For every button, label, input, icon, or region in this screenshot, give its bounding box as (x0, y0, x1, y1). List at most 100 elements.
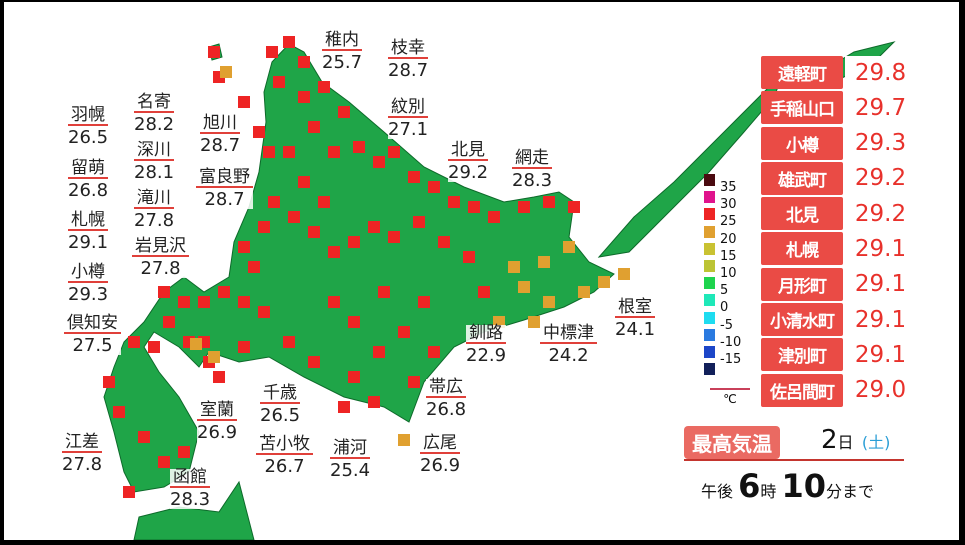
city-label: 釧路 22.9 (466, 325, 507, 365)
station-marker (208, 351, 220, 363)
ranking-name: 北見 (761, 197, 843, 231)
city-label: 滝川 27.8 (134, 190, 175, 230)
city-temp: 28.3 (512, 170, 553, 191)
station-marker (248, 261, 260, 273)
city-name: 帯広 (426, 379, 467, 398)
station-marker (448, 196, 460, 208)
city-label: 室蘭 26.9 (197, 402, 238, 443)
city-temp: 26.8 (426, 399, 467, 420)
ranking-row: 雄武町 29.2 (761, 161, 916, 195)
minute: 10 (781, 467, 827, 505)
city-temp: 26.5 (68, 127, 109, 148)
station-marker (328, 246, 340, 258)
ranking-row: 佐呂間町 29.0 (761, 373, 916, 407)
city-name: 滝川 (134, 190, 175, 209)
station-marker (368, 396, 380, 408)
legend-swatch (704, 260, 715, 272)
ranking-name: 札幌 (761, 232, 843, 266)
station-marker (528, 316, 540, 328)
city-label: 北見 29.2 (448, 142, 489, 183)
city-temp: 25.7 (322, 52, 363, 73)
city-label: 紋別 27.1 (388, 99, 429, 140)
ampm: 午後 (701, 482, 734, 501)
city-label: 旭川 28.7 (200, 115, 241, 155)
city-temp: 28.7 (196, 191, 253, 209)
city-temp: 26.8 (68, 180, 109, 201)
ranking-row: 津別町 29.1 (761, 338, 916, 372)
city-temp: 26.7 (256, 458, 313, 476)
ranking-row: 小樽 29.3 (761, 126, 916, 160)
station-marker (103, 376, 115, 388)
station-marker (318, 196, 330, 208)
ranking-value: 29.1 (845, 232, 916, 266)
station-marker (388, 231, 400, 243)
station-marker (413, 216, 425, 228)
city-label: 浦河 25.4 (330, 440, 371, 480)
city-name: 留萌 (68, 160, 109, 179)
city-label: 枝幸 28.7 (388, 40, 429, 80)
date: 2日 (土) (821, 425, 890, 455)
station-marker (253, 126, 265, 138)
station-marker (163, 316, 175, 328)
city-name: 網走 (512, 150, 553, 169)
city-temp: 27.1 (388, 119, 429, 140)
city-name: 室蘭 (197, 402, 238, 421)
legend-label: 20 (720, 231, 737, 247)
station-marker (388, 146, 400, 158)
station-marker (298, 91, 310, 103)
station-marker (238, 296, 250, 308)
legend-swatch (704, 363, 715, 376)
station-marker (418, 296, 430, 308)
station-marker (113, 406, 125, 418)
legend-label: 10 (720, 266, 737, 281)
city-name: 旭川 (200, 115, 241, 134)
legend-label: 15 (720, 248, 737, 264)
station-marker (273, 76, 285, 88)
station-marker (308, 226, 320, 238)
station-marker (518, 281, 530, 293)
city-name: 千歳 (260, 385, 301, 404)
station-marker (266, 46, 278, 58)
city-name: 羽幌 (68, 107, 109, 126)
legend-swatch (704, 174, 715, 186)
ranking-name: 手稲山口 (761, 91, 843, 125)
legend-unit: ℃ (710, 388, 750, 406)
city-name: 稚内 (322, 32, 363, 51)
city-label: 根室 24.1 (615, 299, 656, 339)
legend-swatch (704, 346, 715, 358)
city-temp: 26.9 (197, 422, 238, 443)
day-unit: 日 (837, 433, 854, 452)
station-marker (428, 181, 440, 193)
city-label: 深川 28.1 (134, 142, 175, 182)
station-marker (238, 241, 250, 253)
ranking-value: 29.2 (845, 161, 916, 195)
station-marker (338, 106, 350, 118)
station-marker (408, 171, 420, 183)
city-temp: 24.2 (540, 347, 597, 365)
city-name: 名寄 (134, 94, 175, 113)
city-name: 広尾 (420, 435, 461, 454)
city-name: 紋別 (388, 99, 429, 118)
city-label: 稚内 25.7 (322, 32, 363, 73)
legend-label: -10 (720, 334, 742, 350)
city-temp: 29.2 (448, 162, 489, 183)
city-label: 千歳 26.5 (260, 385, 301, 426)
ranking-value: 29.8 (845, 56, 916, 89)
city-temp: 29.1 (68, 232, 109, 253)
ranking-name: 小樽 (761, 126, 843, 160)
station-marker (563, 241, 575, 253)
station-marker (468, 201, 480, 213)
legend-label: 30 (720, 197, 737, 213)
ranking-row: 手稲山口 29.7 (761, 91, 916, 125)
station-marker (208, 46, 220, 58)
station-marker (298, 56, 310, 68)
city-name: 中標津 (540, 325, 597, 344)
hour: 6 (738, 467, 761, 505)
city-temp: 26.5 (260, 405, 301, 426)
station-marker (190, 338, 202, 350)
station-marker (308, 121, 320, 133)
city-label: 小樽 29.3 (68, 264, 109, 304)
ranking-name: 小清水町 (761, 303, 843, 337)
city-label: 札幌 29.1 (68, 212, 109, 253)
ranking-row: 遠軽町 29.8 (761, 56, 916, 89)
